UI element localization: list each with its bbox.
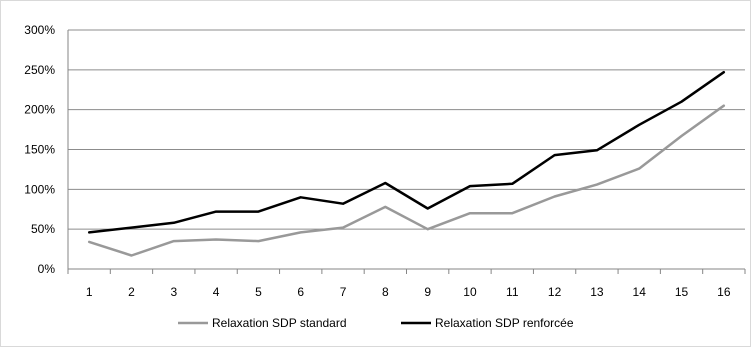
y-tick-label: 250%	[24, 63, 55, 77]
x-tick-label: 9	[424, 285, 431, 299]
x-axis-tick-labels: 1 2 3 4 5 6 7 8 9 10 11 12 13 14 15 16	[67, 269, 746, 299]
gridlines	[67, 29, 745, 270]
x-tick-label: 10	[463, 285, 477, 299]
x-tick-label: 5	[255, 285, 262, 299]
y-tick-label: 0%	[38, 262, 56, 276]
y-tick-label: 200%	[24, 103, 55, 117]
x-tick-label: 11	[506, 285, 519, 299]
x-tick-label: 1	[86, 285, 93, 299]
legend-label-renforcee: Relaxation SDP renforcée	[435, 316, 574, 330]
series-line-renforcee	[87, 70, 726, 234]
x-tick-label: 13	[590, 285, 604, 299]
x-tick-label: 8	[382, 285, 389, 299]
x-tick-label: 16	[717, 285, 731, 299]
x-tick-label: 3	[170, 285, 177, 299]
legend-label-standard: Relaxation SDP standard	[212, 316, 347, 330]
series-line-standard	[87, 104, 726, 257]
y-tick-label: 300%	[24, 23, 55, 37]
x-tick-label: 6	[297, 285, 304, 299]
x-tick-label: 12	[548, 285, 562, 299]
x-tick-label: 4	[213, 285, 220, 299]
series-lines	[87, 70, 726, 257]
legend: Relaxation SDP standard Relaxation SDP r…	[178, 316, 574, 330]
y-axis-tick-labels: 0% 50% 100% 150% 200% 250% 300%	[24, 23, 55, 276]
x-tick-label: 15	[675, 285, 689, 299]
y-tick-label: 150%	[24, 143, 55, 157]
x-tick-label: 7	[340, 285, 347, 299]
x-tick-label: 2	[128, 285, 135, 299]
y-tick-label: 100%	[24, 182, 55, 196]
y-tick-label: 50%	[31, 222, 55, 236]
x-tick-label: 14	[633, 285, 647, 299]
